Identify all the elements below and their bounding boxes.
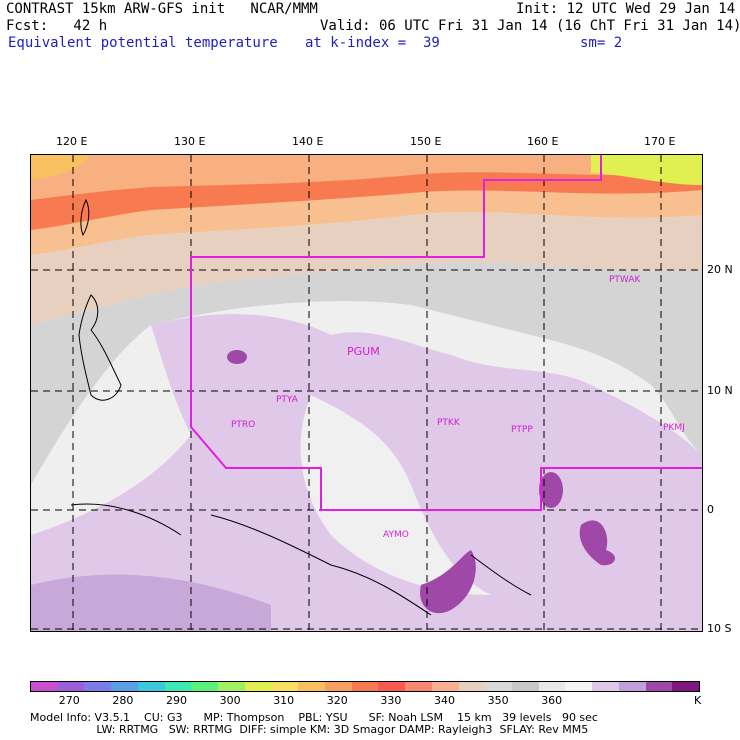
station-ptro: PTRO <box>231 420 256 430</box>
model-info-line2: LW: RRTMG SW: RRTMG DIFF: simple KM: 3D … <box>30 723 589 736</box>
colorbar-swatch-24 <box>672 682 699 691</box>
colorbar-label-340: 340 <box>434 694 455 707</box>
colorbar-label-270: 270 <box>58 694 80 707</box>
colorbar-swatch-4 <box>137 682 165 691</box>
colorbar-swatch-21 <box>592 682 619 691</box>
colorbar-swatch-0 <box>31 682 58 691</box>
colorbar-swatch-11 <box>324 682 352 691</box>
model-title: CONTRAST 15km ARW-GFS init NCAR/MMM <box>6 1 318 17</box>
colorbar-swatch-1 <box>57 682 85 691</box>
lat-label-10s: 10 S <box>707 622 732 635</box>
colorbar-swatch-3 <box>111 682 138 691</box>
forecast-hour: Fcst: 42 h <box>6 18 108 34</box>
model-info-line1: Model Info: V3.5.1 CU: G3 MP: Thompson P… <box>30 711 598 724</box>
station-aymo: AYMO <box>383 530 409 540</box>
colorbar-label-320: 320 <box>326 694 348 707</box>
colorbar-swatch-5 <box>164 682 192 691</box>
lon-label-140: 140 E <box>292 135 324 148</box>
colorbar-swatch-16 <box>458 682 486 691</box>
lat-label-10n: 10 N <box>707 384 733 397</box>
colorbar-swatch-7 <box>218 682 245 691</box>
station-ptpp: PTPP <box>511 425 533 435</box>
colorbar-label-310: 310 <box>273 694 295 707</box>
field-name: Equivalent potential temperature <box>8 35 278 51</box>
colorbar-swatch-22 <box>618 682 646 691</box>
smoothing-info: sm= 2 <box>580 35 623 51</box>
colorbar-swatch-2 <box>84 682 112 691</box>
colorbar-swatch-8 <box>244 682 272 691</box>
map-canvas <box>31 155 702 631</box>
colorbar-swatch-20 <box>565 682 593 691</box>
colorbar <box>30 681 700 692</box>
station-pgum: PGUM <box>347 345 380 358</box>
station-ptya: PTYA <box>276 395 298 405</box>
colorbar-label-300: 300 <box>219 694 241 707</box>
lat-label-20n: 20 N <box>707 263 733 276</box>
colorbar-swatch-10 <box>298 682 325 691</box>
init-time: Init: 12 UTC Wed 29 Jan 14 <box>516 1 736 17</box>
colorbar-swatch-23 <box>645 682 673 691</box>
station-ptkk: PTKK <box>437 418 460 428</box>
lon-label-150: 150 E <box>410 135 442 148</box>
level-info: at k-index = 39 <box>305 35 440 51</box>
colorbar-swatch-14 <box>405 682 432 691</box>
colorbar-swatch-6 <box>191 682 219 691</box>
lon-label-130: 130 E <box>174 135 206 148</box>
colorbar-swatch-15 <box>431 682 459 691</box>
colorbar-swatch-9 <box>271 682 299 691</box>
lat-label-0: 0 <box>707 503 714 516</box>
colorbar-label-330: 330 <box>380 694 402 707</box>
colorbar-swatch-17 <box>485 682 512 691</box>
colorbar-swatch-18 <box>511 682 539 691</box>
colorbar-label-280: 280 <box>112 694 134 707</box>
theta-e-map: PTYA PTRO PGUM PTKK PTPP PKMJ PTWAK AYMO <box>30 154 703 632</box>
colorbar-swatch-12 <box>351 682 379 691</box>
colorbar-label-350: 350 <box>487 694 509 707</box>
station-ptwak: PTWAK <box>609 275 641 285</box>
valid-time: Valid: 06 UTC Fri 31 Jan 14 (16 ChT Fri … <box>320 18 740 34</box>
lon-label-170: 170 E <box>644 135 676 148</box>
colorbar-label-290: 290 <box>166 694 187 707</box>
colorbar-label-360: 360 <box>541 694 563 707</box>
station-pkmj: PKMJ <box>663 423 685 433</box>
lon-label-120: 120 E <box>56 135 88 148</box>
colorbar-unit: K <box>694 694 702 707</box>
colorbar-swatch-13 <box>378 682 406 691</box>
colorbar-swatch-19 <box>538 682 566 691</box>
lon-label-160: 160 E <box>527 135 559 148</box>
